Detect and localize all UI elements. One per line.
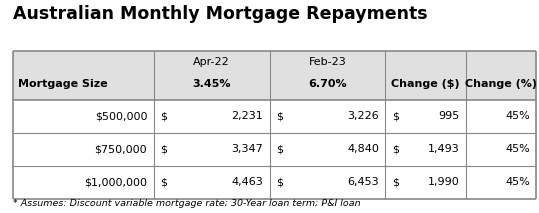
Text: $1,000,000: $1,000,000 — [84, 177, 147, 187]
Bar — [13, 51, 536, 100]
Text: 3,347: 3,347 — [231, 144, 263, 154]
Text: 1,990: 1,990 — [428, 177, 460, 187]
Text: 45%: 45% — [505, 111, 530, 121]
Text: 4,840: 4,840 — [347, 144, 379, 154]
Text: $: $ — [160, 177, 167, 187]
Text: 3.45%: 3.45% — [192, 79, 231, 89]
Text: 45%: 45% — [505, 144, 530, 154]
Bar — [13, 166, 536, 199]
Text: $: $ — [276, 144, 283, 154]
Text: 6,453: 6,453 — [347, 177, 379, 187]
Text: $: $ — [160, 144, 167, 154]
Bar — [13, 100, 536, 133]
Text: Change ($): Change ($) — [391, 79, 460, 89]
Text: 995: 995 — [439, 111, 460, 121]
Text: $500,000: $500,000 — [95, 111, 147, 121]
Text: 3,226: 3,226 — [347, 111, 379, 121]
Text: * Assumes: Discount variable mortgage rate; 30-Year loan term; P&I loan: * Assumes: Discount variable mortgage ra… — [13, 199, 361, 208]
Text: Change (%): Change (%) — [465, 79, 537, 89]
Text: 2,231: 2,231 — [231, 111, 263, 121]
Text: $: $ — [392, 177, 399, 187]
Text: $: $ — [276, 111, 283, 121]
Text: $: $ — [392, 144, 399, 154]
Text: 4,463: 4,463 — [231, 177, 263, 187]
Text: $: $ — [276, 177, 283, 187]
Text: Apr-22: Apr-22 — [193, 57, 230, 67]
Bar — [13, 133, 536, 166]
Text: $: $ — [392, 111, 399, 121]
Text: Feb-23: Feb-23 — [308, 57, 347, 67]
Text: Australian Monthly Mortgage Repayments: Australian Monthly Mortgage Repayments — [13, 5, 428, 23]
Text: 1,493: 1,493 — [428, 144, 460, 154]
Text: 6.70%: 6.70% — [308, 79, 347, 89]
Text: Mortgage Size: Mortgage Size — [18, 79, 107, 89]
Text: 45%: 45% — [505, 177, 530, 187]
Text: $: $ — [160, 111, 167, 121]
Text: $750,000: $750,000 — [94, 144, 147, 154]
